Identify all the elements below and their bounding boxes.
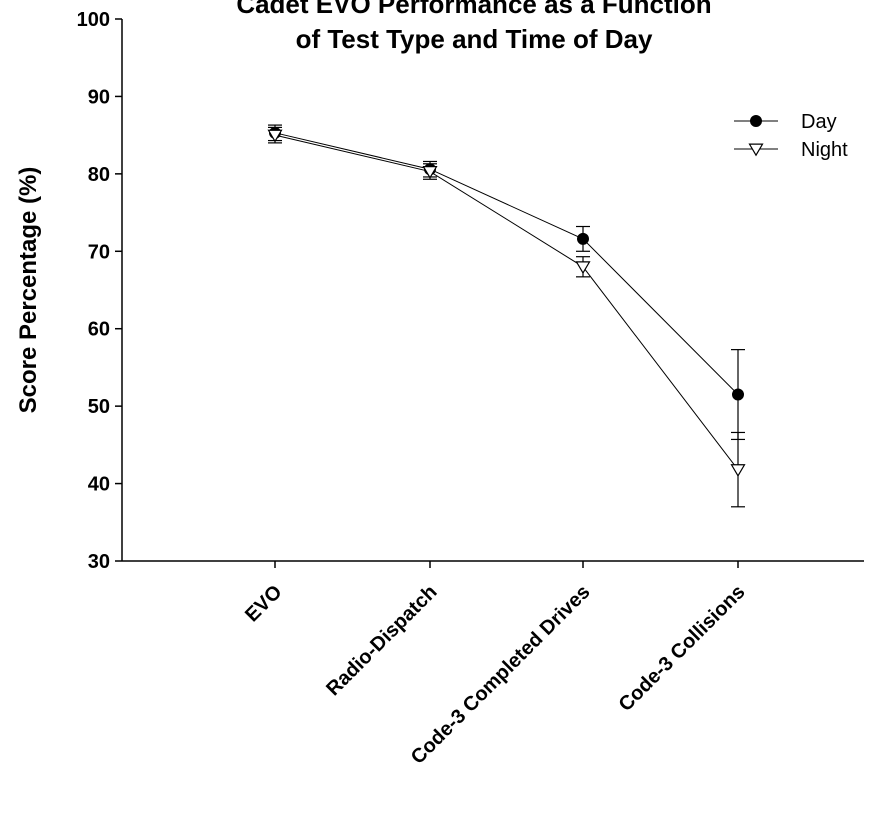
data-point-night bbox=[267, 129, 283, 143]
y-tick-label: 80 bbox=[88, 164, 110, 186]
x-category-label: EVO bbox=[241, 581, 286, 626]
legend-label: Night bbox=[801, 139, 848, 161]
legend-marker bbox=[750, 115, 762, 127]
chart-title-line-1: Cadet EVO Performance as a Function bbox=[236, 0, 711, 19]
x-category-label: Radio-Dispatch bbox=[322, 581, 441, 700]
series-line-night bbox=[274, 134, 739, 470]
legend: Day Night bbox=[734, 111, 848, 161]
y-tick-label: 30 bbox=[88, 551, 110, 573]
series-line-day bbox=[274, 132, 739, 395]
data-point-day bbox=[732, 388, 744, 401]
legend-label: Day bbox=[801, 111, 837, 133]
legend-marker bbox=[748, 143, 764, 157]
data-point-night bbox=[575, 261, 591, 275]
y-tick-label: 70 bbox=[88, 241, 110, 263]
data-point-night bbox=[730, 464, 746, 477]
y-tick-label: 90 bbox=[88, 86, 110, 108]
x-category-label: Code-3 Collisions bbox=[615, 581, 750, 716]
x-category-label: Code-3 Completed Drives bbox=[407, 581, 595, 769]
data-point-day bbox=[577, 232, 589, 245]
y-tick-label: 60 bbox=[88, 319, 110, 341]
chart-title-line-2: of Test Type and Time of Day bbox=[296, 24, 653, 54]
y-axis-title: Score Percentage (%) bbox=[15, 167, 42, 414]
y-tick-label: 40 bbox=[88, 474, 110, 496]
y-tick-label: 50 bbox=[88, 396, 110, 418]
data-point-night bbox=[422, 166, 438, 179]
y-tick-label: 100 bbox=[77, 9, 110, 31]
